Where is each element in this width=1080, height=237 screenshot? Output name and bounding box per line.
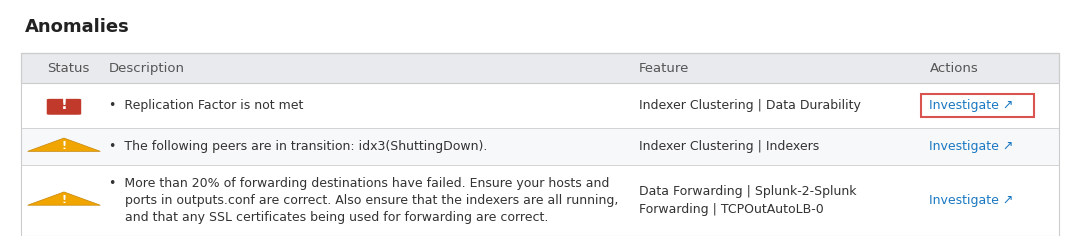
Text: Investigate ↗: Investigate ↗ (930, 194, 1014, 207)
Bar (21, 53, 1059, 236)
Text: Investigate ↗: Investigate ↗ (930, 99, 1014, 112)
Text: Feature: Feature (638, 62, 689, 75)
Text: •  More than 20% of forwarding destinations have failed. Ensure your hosts and: • More than 20% of forwarding destinatio… (109, 177, 609, 190)
Text: •  The following peers are in transition: idx3(ShuttingDown).: • The following peers are in transition:… (109, 140, 487, 153)
Bar (21, 165, 1059, 236)
Text: •  Replication Factor is not met: • Replication Factor is not met (109, 99, 303, 112)
Text: !: ! (62, 195, 67, 205)
Text: Anomalies: Anomalies (25, 18, 130, 36)
Bar (21, 128, 1059, 165)
Text: Indexer Clustering | Data Durability: Indexer Clustering | Data Durability (638, 99, 861, 112)
Text: and that any SSL certificates being used for forwarding are correct.: and that any SSL certificates being used… (109, 211, 549, 224)
FancyBboxPatch shape (46, 99, 81, 115)
Bar (21, 53, 1059, 83)
Text: Indexer Clustering | Indexers: Indexer Clustering | Indexers (638, 140, 819, 153)
Text: Data Forwarding | Splunk-2-Splunk: Data Forwarding | Splunk-2-Splunk (638, 185, 856, 198)
Text: Description: Description (109, 62, 185, 75)
Text: Actions: Actions (930, 62, 978, 75)
Text: !: ! (60, 97, 67, 112)
Text: Investigate ↗: Investigate ↗ (930, 140, 1014, 153)
Bar (21, 83, 1059, 128)
Text: Forwarding | TCPOutAutoLB-0: Forwarding | TCPOutAutoLB-0 (638, 203, 823, 215)
Text: Status: Status (46, 62, 90, 75)
Text: !: ! (62, 141, 67, 151)
Text: ports in outputs.conf are correct. Also ensure that the indexers are all running: ports in outputs.conf are correct. Also … (109, 194, 619, 207)
Polygon shape (28, 192, 100, 205)
Polygon shape (28, 138, 100, 151)
